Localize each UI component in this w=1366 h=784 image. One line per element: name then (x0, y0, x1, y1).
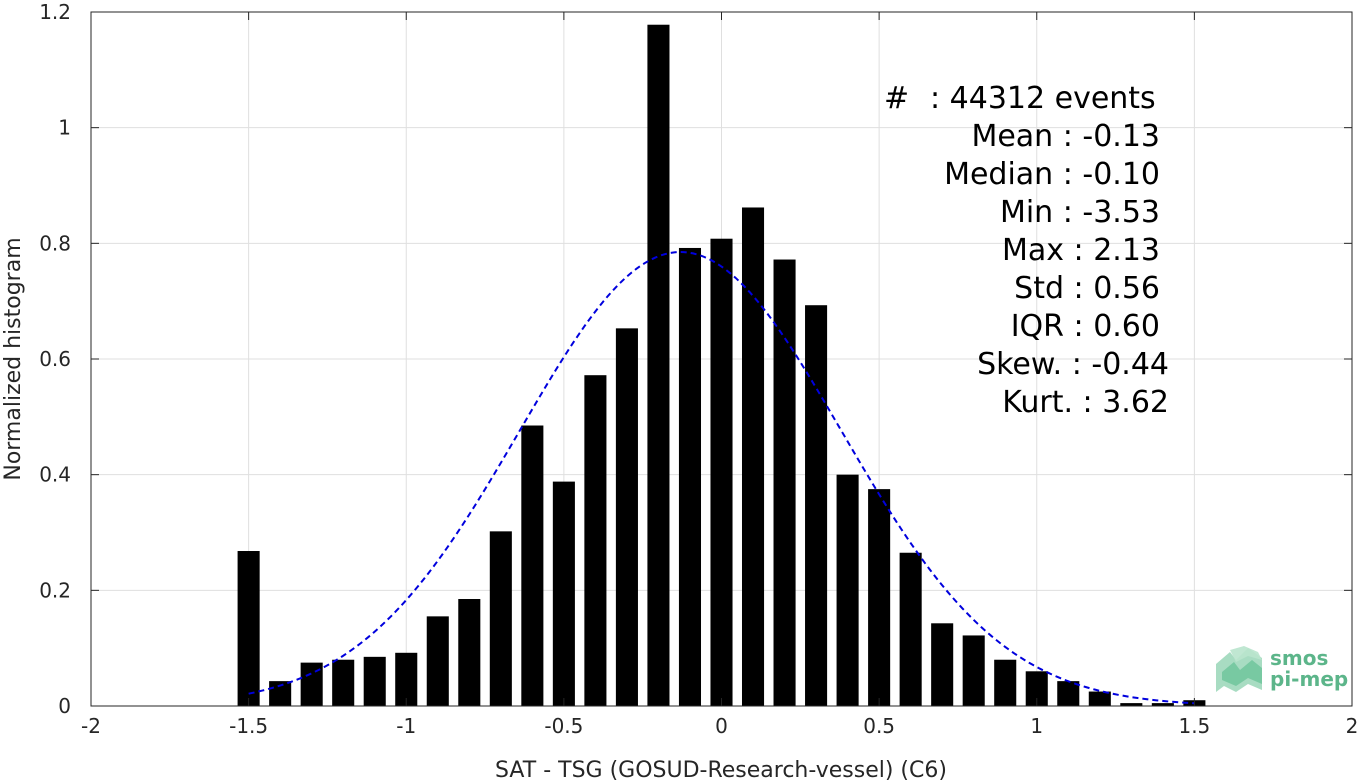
y-tick-label: 0.6 (39, 347, 71, 371)
histogram-bar (363, 656, 386, 706)
logo-text-pimep: pi-mep (1270, 667, 1348, 691)
x-tick-label: 2 (1346, 714, 1359, 738)
stat-line: Skew. : -0.44 (977, 347, 1169, 382)
y-tick-label: 0.4 (39, 463, 71, 487)
logo-text-smos: smos (1270, 646, 1328, 670)
histogram-bar (584, 375, 607, 706)
histogram-bar (678, 247, 702, 706)
x-tick-label: -0.5 (544, 714, 583, 738)
histogram-bar (836, 474, 859, 706)
histogram-bar (868, 489, 891, 706)
smos-pimep-logo: smos pi-mep (1216, 646, 1348, 692)
logo-wave-icon (1216, 646, 1262, 692)
x-tick-label: 1 (1030, 714, 1043, 738)
histogram-bar (489, 531, 512, 706)
x-tick-label: -1 (396, 714, 416, 738)
y-tick-label: 0.8 (39, 231, 71, 255)
histogram-bar (962, 635, 985, 706)
stat-count-value: : 44312 events (930, 81, 1156, 116)
histogram-bars (237, 24, 1206, 707)
stat-line: Min : -3.53 (1000, 195, 1160, 230)
histogram-bar (1025, 671, 1048, 706)
y-tick-label: 0.2 (39, 578, 71, 602)
histogram-bar (521, 425, 544, 706)
y-tick-label: 0 (58, 694, 71, 718)
histogram-bar (994, 659, 1017, 706)
stat-count-label: # (884, 81, 909, 116)
y-tick-labels: 0 0.2 0.4 0.6 0.8 1 1.2 (39, 0, 71, 718)
gaussian-fit-curve (248, 251, 1195, 705)
stat-line: Kurt. : 3.62 (1002, 385, 1169, 420)
histogram-bar (426, 616, 449, 706)
x-tick-label: 0 (715, 714, 728, 738)
histogram-bar (395, 652, 418, 706)
histogram-bar (552, 481, 575, 706)
histogram-bar (647, 24, 670, 707)
histogram-bar (899, 552, 922, 706)
y-axis-label: Normalized histogram (1, 237, 26, 480)
histogram-bar (805, 305, 828, 706)
histogram-bar (710, 238, 733, 706)
axis-ticks (90, 11, 1353, 707)
histogram-bar (1120, 703, 1143, 706)
x-tick-labels: -2 -1.5 -1 -0.5 0 0.5 1 1.5 2 (81, 714, 1358, 738)
y-tick-label: 1.2 (39, 0, 71, 24)
histogram-bar (1088, 691, 1111, 706)
y-tick-label: 1 (58, 116, 71, 140)
histogram-bar (269, 681, 292, 706)
histogram-bar (773, 259, 796, 706)
histogram-bar (1057, 681, 1080, 706)
histogram-bar (332, 659, 355, 706)
x-tick-label: 0.5 (863, 714, 895, 738)
stat-line: IQR : 0.60 (1011, 309, 1160, 344)
histogram-bar (931, 623, 954, 706)
stat-line: Std : 0.56 (1014, 271, 1160, 306)
stat-line: Mean : -0.13 (971, 119, 1160, 154)
x-tick-label: -2 (81, 714, 101, 738)
histogram-bar (300, 662, 323, 706)
stat-line: Median : -0.10 (944, 157, 1160, 192)
histogram-bar (615, 328, 638, 706)
stat-line: Max : 2.13 (1002, 233, 1160, 268)
histogram-bar (741, 207, 765, 706)
x-tick-label: -1.5 (229, 714, 268, 738)
histogram-bar (458, 599, 481, 706)
x-tick-label: 1.5 (1178, 714, 1210, 738)
histogram-bar (1151, 703, 1174, 706)
x-axis-label: SAT - TSG (GOSUD-Research-vessel) (C6) (495, 758, 947, 783)
histogram-bar (237, 551, 260, 706)
